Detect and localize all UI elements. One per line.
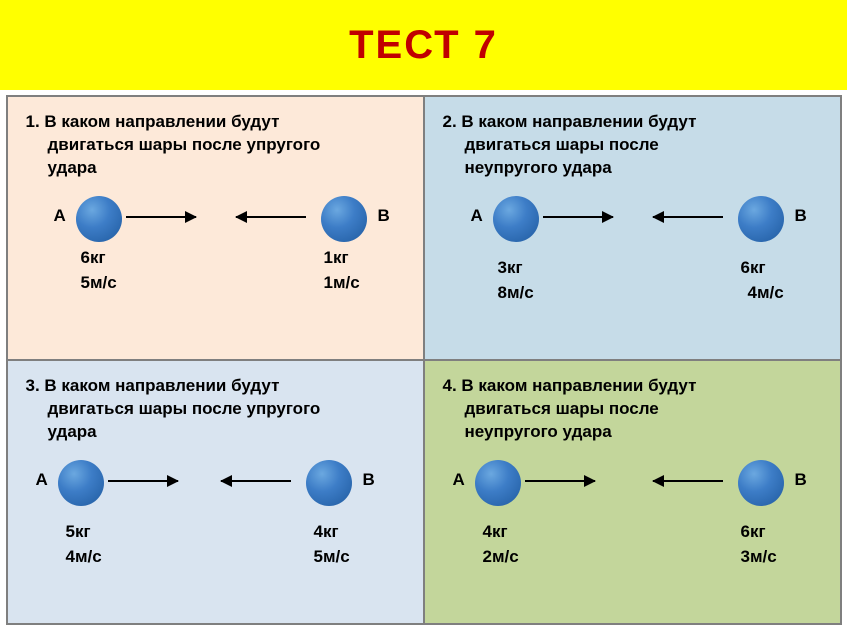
q2-mass-a: 3кг (498, 258, 523, 278)
ball-a-icon (76, 196, 122, 242)
q3-label-b: В (363, 470, 375, 490)
q3-line3: удара (26, 421, 97, 444)
arrow-right-icon (108, 480, 178, 482)
ball-a-icon (475, 460, 521, 506)
question-2: 2. В каком направлении будут двигаться ш… (424, 96, 841, 360)
q4-text: 4. В каком направлении будут двигаться ш… (443, 375, 822, 444)
q3-text: 3. В каком направлении будут двигаться ш… (26, 375, 405, 444)
q2-text: 2. В каком направлении будут двигаться ш… (443, 111, 822, 180)
q3-diagram: А В 5кг 4кг 4м/с 5м/с (26, 452, 405, 592)
q4-diagram: А В 4кг 6кг 2м/с 3м/с (443, 452, 822, 592)
q3-mass-a: 5кг (66, 522, 91, 542)
ball-a-icon (58, 460, 104, 506)
q1-vel-b: 1м/с (324, 273, 360, 293)
question-grid: 1. В каком направлении будут двигаться ш… (6, 95, 842, 625)
q4-line1: В каком направлении будут (461, 376, 696, 395)
q4-num: 4. (443, 376, 457, 395)
q3-line2: двигаться шары после упругого (26, 398, 321, 421)
question-4: 4. В каком направлении будут двигаться ш… (424, 360, 841, 624)
question-1: 1. В каком направлении будут двигаться ш… (7, 96, 424, 360)
q1-label-b: В (378, 206, 390, 226)
q2-line1: В каком направлении будут (461, 112, 696, 131)
arrow-left-icon (221, 480, 291, 482)
q4-line2: двигаться шары после (443, 398, 659, 421)
q2-vel-b: 4м/с (748, 283, 784, 303)
question-3: 3. В каком направлении будут двигаться ш… (7, 360, 424, 624)
q1-mass-a: 6кг (81, 248, 106, 268)
q3-vel-b: 5м/с (314, 547, 350, 567)
q3-vel-a: 4м/с (66, 547, 102, 567)
q2-label-b: В (795, 206, 807, 226)
ball-b-icon (738, 460, 784, 506)
ball-b-icon (738, 196, 784, 242)
ball-a-icon (493, 196, 539, 242)
q4-mass-a: 4кг (483, 522, 508, 542)
header-bar: ТЕСТ 7 (0, 0, 847, 90)
q1-label-a: А (54, 206, 66, 226)
q1-line3: удара (26, 157, 97, 180)
q2-vel-a: 8м/с (498, 283, 534, 303)
arrow-right-icon (543, 216, 613, 218)
arrow-left-icon (653, 216, 723, 218)
ball-b-icon (321, 196, 367, 242)
q4-line3: неупругого удара (443, 421, 612, 444)
arrow-right-icon (525, 480, 595, 482)
arrow-right-icon (126, 216, 196, 218)
q2-mass-b: 6кг (741, 258, 766, 278)
q1-num: 1. (26, 112, 40, 131)
q2-line3: неупругого удара (443, 157, 612, 180)
q1-mass-b: 1кг (324, 248, 349, 268)
q1-text: 1. В каком направлении будут двигаться ш… (26, 111, 405, 180)
ball-b-icon (306, 460, 352, 506)
q4-vel-b: 3м/с (741, 547, 777, 567)
page-title: ТЕСТ 7 (349, 23, 498, 68)
q2-diagram: А В 3кг 6кг 8м/с 4м/с (443, 188, 822, 328)
q3-num: 3. (26, 376, 40, 395)
q3-label-a: А (36, 470, 48, 490)
q4-vel-a: 2м/с (483, 547, 519, 567)
q3-line1: В каком направлении будут (44, 376, 279, 395)
q1-vel-a: 5м/с (81, 273, 117, 293)
q2-label-a: А (471, 206, 483, 226)
q4-mass-b: 6кг (741, 522, 766, 542)
q1-diagram: А В 6кг 1кг 5м/с 1м/с (26, 188, 405, 328)
arrow-left-icon (653, 480, 723, 482)
q2-line2: двигаться шары после (443, 134, 659, 157)
q1-line1: В каком направлении будут (44, 112, 279, 131)
q4-label-a: А (453, 470, 465, 490)
q3-mass-b: 4кг (314, 522, 339, 542)
q1-line2: двигаться шары после упругого (26, 134, 321, 157)
q4-label-b: В (795, 470, 807, 490)
arrow-left-icon (236, 216, 306, 218)
q2-num: 2. (443, 112, 457, 131)
